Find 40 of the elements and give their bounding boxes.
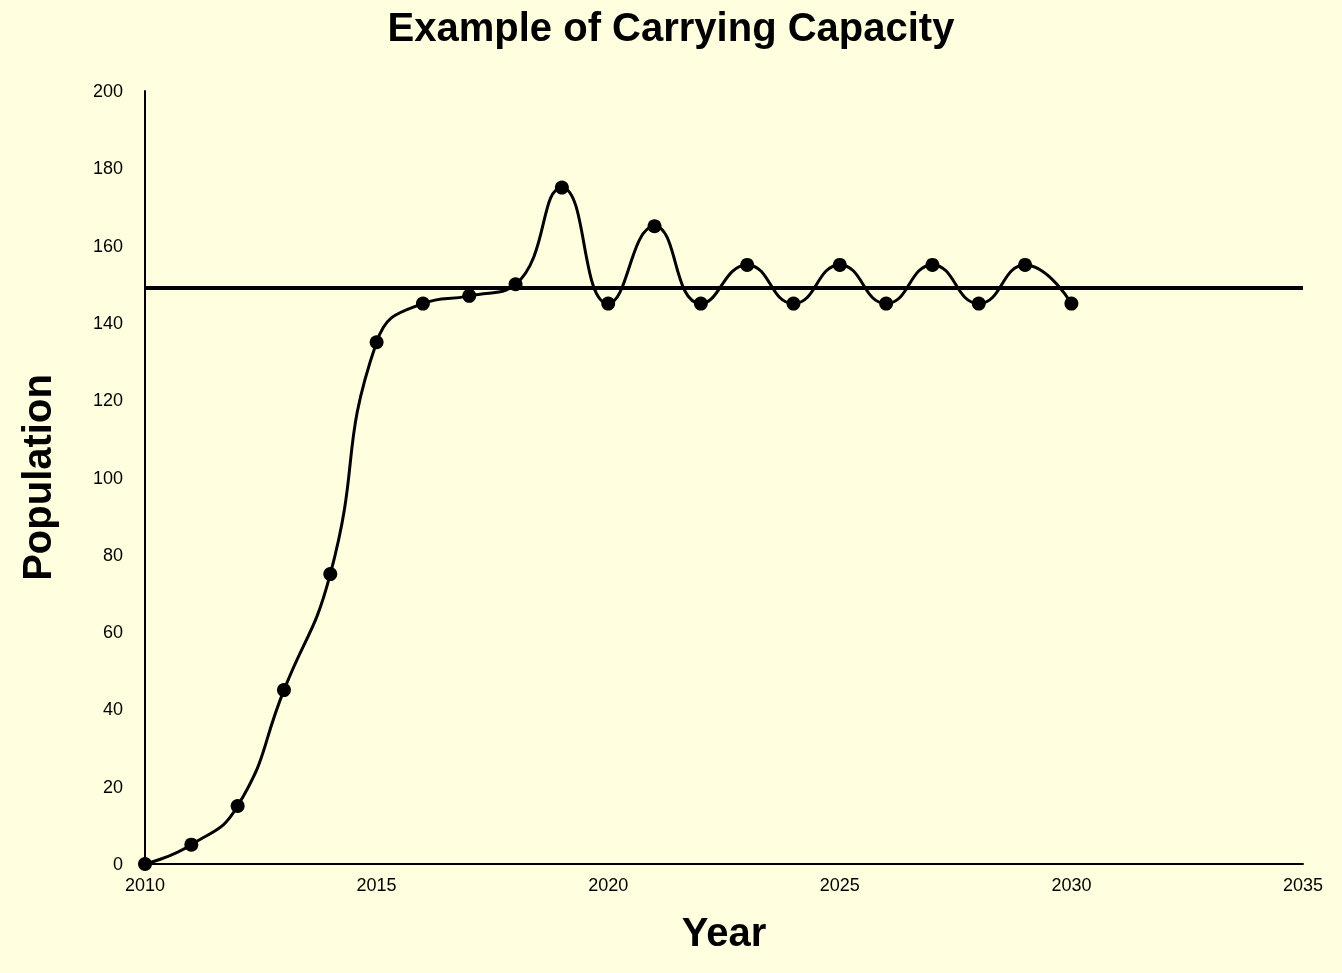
x-tick-label: 2035 [1282,875,1324,895]
x-tick-label: 2010 [124,875,166,895]
y-tick-label: 180 [92,158,123,179]
x-tick-label: 2020 [588,875,629,895]
point [323,567,338,582]
y-tick-label: 0 [112,854,123,874]
y-tick-label: 20 [102,776,123,797]
point [832,257,847,272]
point [925,257,940,272]
x-tick-label: 2015 [356,875,397,895]
point [554,180,569,195]
chart-title: Example of Carrying Capacity [387,5,956,49]
point [369,335,384,350]
point [184,837,199,852]
point [138,857,152,871]
point [740,257,755,272]
y-axis-title: Population [15,374,59,581]
point [693,296,708,311]
point [230,799,245,814]
x-axis-title: Year [681,910,767,954]
y-tick-label: 160 [92,235,123,256]
x-tick-label: 2030 [1051,875,1092,895]
point [1018,257,1033,272]
point [601,296,616,311]
y-tick-label: 80 [102,544,123,565]
y-tick-label: 120 [92,390,123,411]
point [971,296,986,311]
point [647,219,662,234]
point [786,296,801,311]
y-tick-label: 60 [102,622,123,643]
point [276,683,291,698]
y-tick-label: 200 [92,81,123,101]
y-tick-label: 140 [92,312,123,333]
point [879,296,894,311]
x-tick-label: 2025 [819,875,860,895]
point [462,288,477,303]
y-tick-label: 40 [102,699,123,720]
point [1064,296,1079,311]
point [415,296,430,311]
y-tick-label: 100 [92,467,123,488]
